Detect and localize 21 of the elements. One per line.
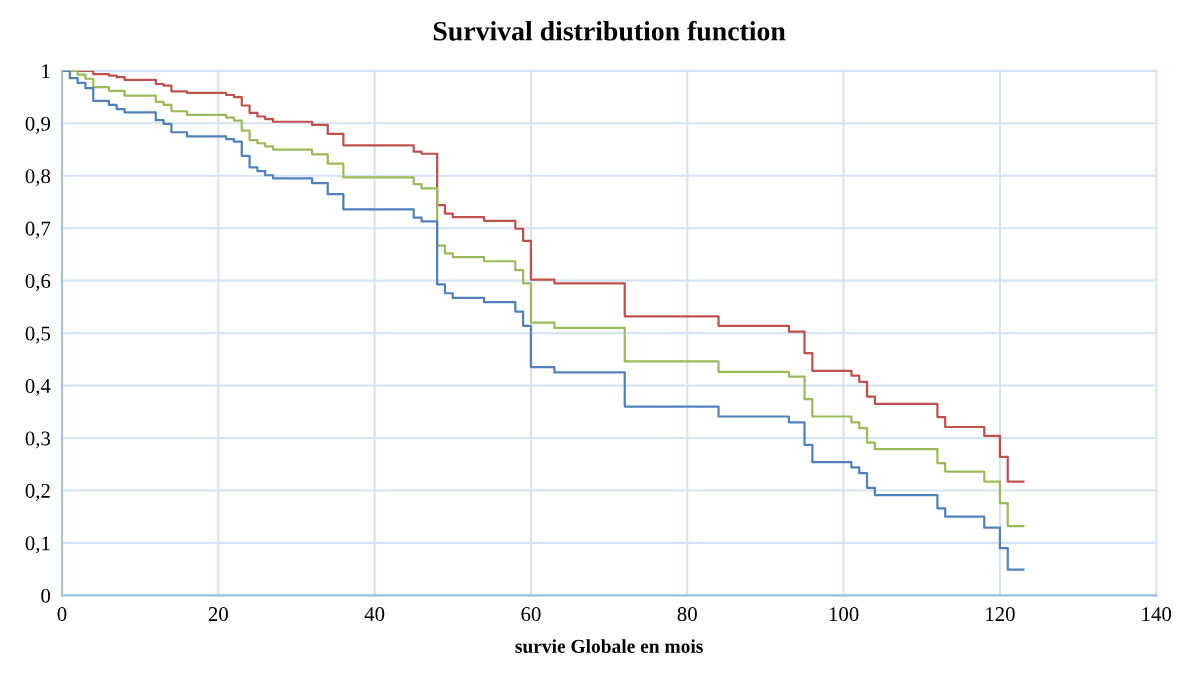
x-tick-label: 140	[1142, 607, 1172, 622]
y-tick-label: 0,4	[25, 378, 51, 396]
chart-title: Survival distribution function	[433, 20, 786, 41]
x-tick-label: 80	[677, 607, 697, 622]
y-tick-label: 0,7	[25, 221, 51, 239]
y-tick-label: 0,5	[25, 326, 51, 344]
x-tick-label: 0	[57, 607, 67, 622]
y-tick-label: 0,8	[25, 169, 51, 187]
y-tick-label: 0,9	[25, 116, 51, 134]
y-tick-label: 0,3	[25, 431, 51, 449]
x-tick-label: 100	[829, 607, 859, 622]
x-axis-title: survie Globale en mois	[515, 639, 703, 653]
x-tick-label: 60	[521, 607, 541, 622]
x-tick-label: 40	[364, 607, 385, 622]
y-tick-label: 0,2	[25, 483, 50, 501]
y-tick-label: 0,6	[25, 274, 51, 292]
x-tick-label: 20	[208, 607, 228, 622]
y-tick-label: 1	[42, 64, 50, 79]
y-tick-label: 0,1	[25, 536, 50, 554]
y-tick-label: 0	[41, 588, 51, 603]
x-tick-label: 120	[986, 607, 1015, 622]
